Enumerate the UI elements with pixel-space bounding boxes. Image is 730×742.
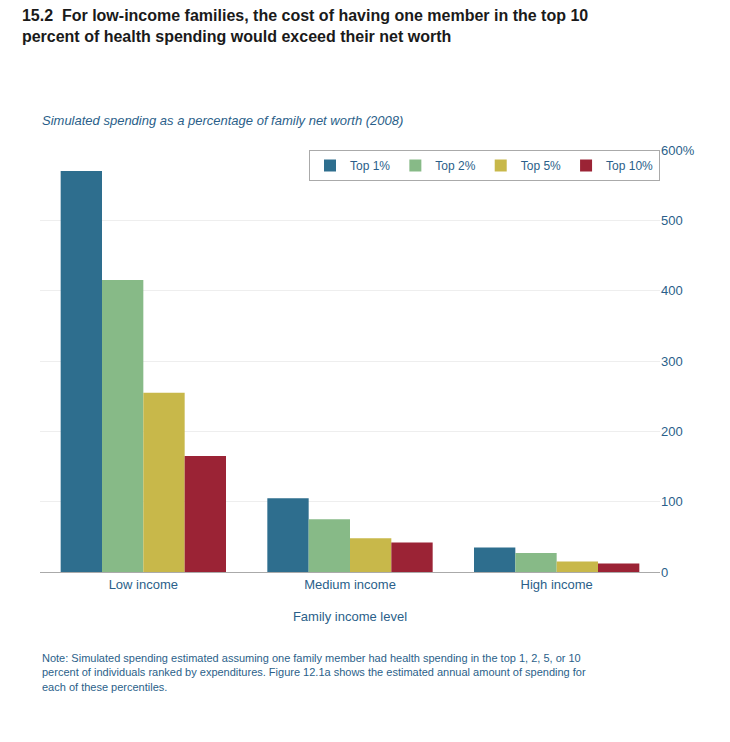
svg-text:Low income: Low income bbox=[109, 577, 178, 592]
svg-text:Simulated spending as a percen: Simulated spending as a percentage of fa… bbox=[42, 113, 403, 128]
svg-text:600%: 600% bbox=[661, 143, 695, 158]
svg-text:Note: Simulated spending estim: Note: Simulated spending estimated assum… bbox=[42, 652, 586, 693]
svg-text:Top 5%: Top 5% bbox=[521, 159, 561, 173]
svg-text:500: 500 bbox=[661, 213, 683, 228]
svg-text:300: 300 bbox=[661, 354, 683, 369]
svg-text:200: 200 bbox=[661, 424, 683, 439]
svg-text:Top 2%: Top 2% bbox=[435, 159, 475, 173]
svg-text:Family income level: Family income level bbox=[293, 609, 407, 624]
svg-text:0: 0 bbox=[661, 565, 668, 580]
svg-text:100: 100 bbox=[661, 494, 683, 509]
svg-text:Top 10%: Top 10% bbox=[606, 159, 653, 173]
svg-text:High income: High income bbox=[521, 577, 593, 592]
svg-text:Top 1%: Top 1% bbox=[350, 159, 390, 173]
svg-text:Medium income: Medium income bbox=[304, 577, 396, 592]
svg-text:400: 400 bbox=[661, 283, 683, 298]
svg-text:15.2 For low-income families,: 15.2 For low-income families, the cost o… bbox=[22, 7, 588, 45]
